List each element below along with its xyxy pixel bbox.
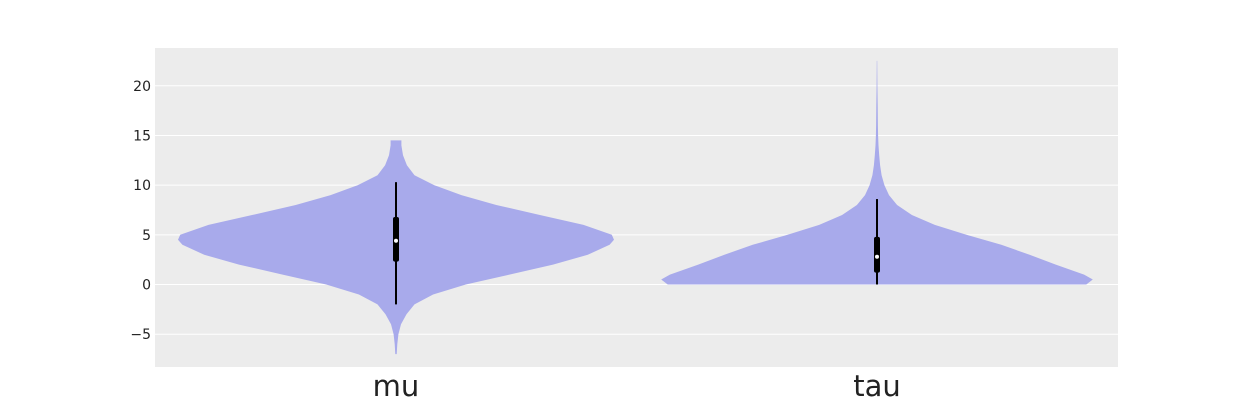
y-tick-label: 10 [133,178,151,194]
y-tick-label: 0 [142,278,151,294]
y-tick-label: 15 [133,128,151,144]
median-point-mu [394,238,398,243]
violins [178,60,1093,355]
x-axis-categories: mu tau [373,369,901,403]
y-tick-label: −5 [130,327,151,343]
median-point-tau [875,254,879,259]
y-tick-label: 20 [133,79,151,95]
y-axis-ticks: −5 0 5 10 15 20 [130,79,151,343]
y-tick-label: 5 [142,228,151,244]
violin-tau [661,60,1093,285]
x-category-label: tau [853,369,901,403]
x-category-label: mu [373,369,420,403]
